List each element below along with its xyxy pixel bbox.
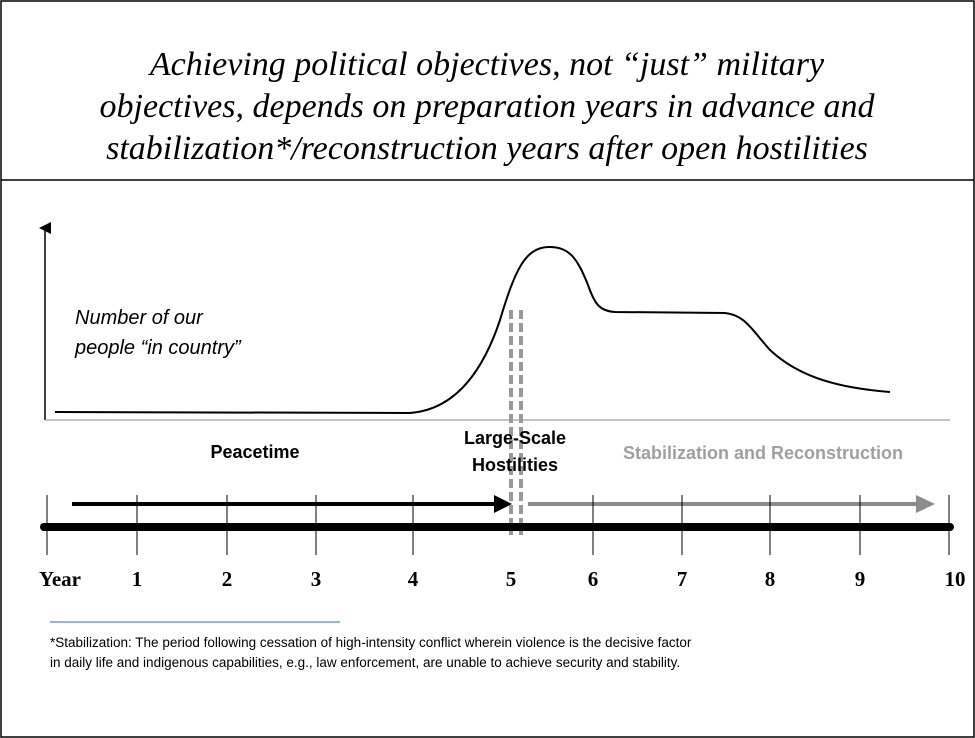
phase-label: Peacetime	[210, 442, 299, 462]
year-label: 9	[855, 567, 866, 591]
phase-label: Large-Scale	[464, 428, 566, 448]
year-label: Year	[39, 567, 81, 591]
year-label: 2	[222, 567, 233, 591]
ticks	[46, 495, 950, 555]
year-label: 4	[408, 567, 419, 591]
phase-label: Stabilization and Reconstruction	[623, 443, 903, 463]
y-axis-label: Number of our	[75, 307, 204, 329]
phase-label: Hostilities	[472, 455, 558, 475]
year-label: 7	[677, 567, 688, 591]
title-line: Achieving political objectives, not “jus…	[148, 46, 825, 83]
footnote: in daily life and indigenous capabilitie…	[50, 655, 680, 670]
y-axis-label: people “in country”	[74, 337, 242, 359]
title: Achieving political objectives, not “jus…	[100, 46, 876, 167]
year-label: 6	[588, 567, 599, 591]
year-label: 5	[506, 567, 517, 591]
arrow-head	[494, 495, 512, 513]
footnote: *Stabilization: The period following ces…	[50, 635, 692, 650]
year-label: 1	[132, 567, 143, 591]
year-label: 3	[311, 567, 322, 591]
arrow-head	[916, 495, 935, 513]
curve	[54, 245, 891, 415]
year-label: 10	[945, 567, 966, 591]
title-line: stabilization*/reconstruction years afte…	[106, 130, 868, 167]
year-label: 8	[765, 567, 776, 591]
title-line: objectives, depends on preparation years…	[100, 88, 876, 125]
